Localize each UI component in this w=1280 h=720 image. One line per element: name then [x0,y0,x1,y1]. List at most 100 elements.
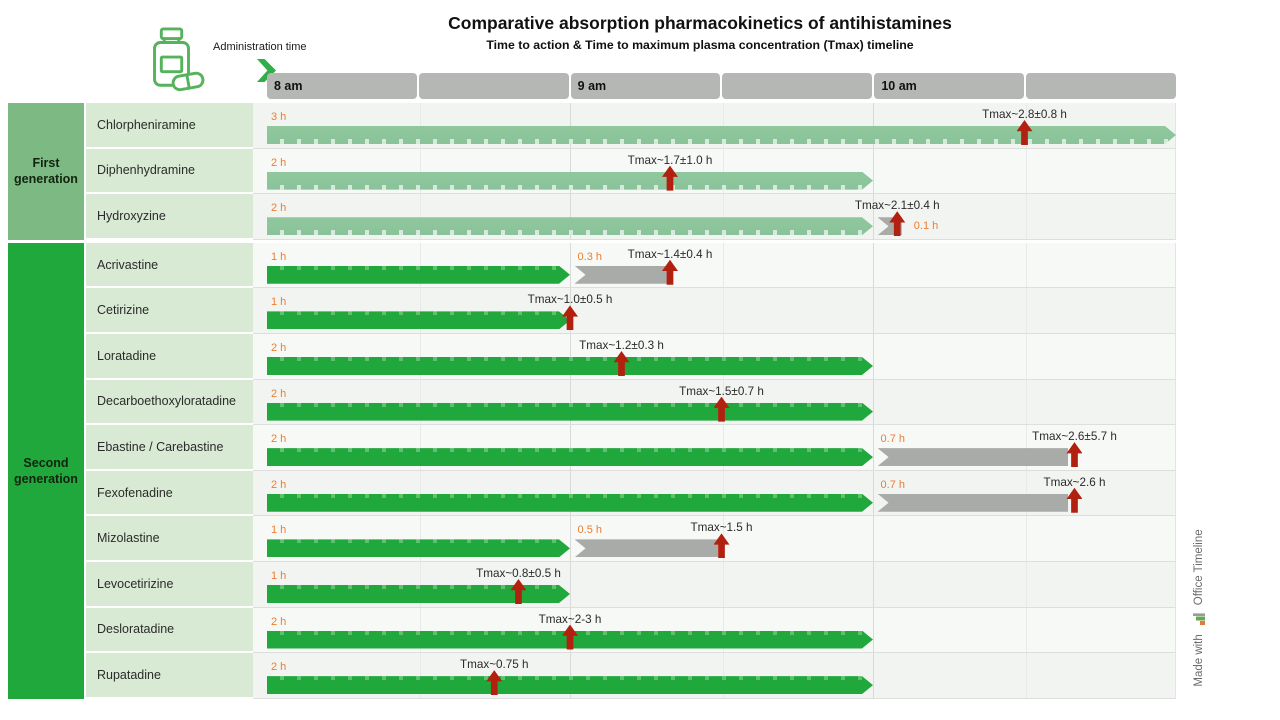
timeline-row: Mizolastine 1 h 0.5 h Tmax~1.5 h [86,516,1176,562]
generation-group: Second generation Acrivastine 1 h 0.3 h Tmax… [8,242,1176,699]
tmax-arrow-icon [1066,487,1083,513]
onset-duration-label: 1 h [271,296,287,309]
onset-duration-label: 2 h [271,341,287,354]
absorption-extension-bar [877,448,1069,467]
tmax-label: Tmax~1.5 h [690,521,753,535]
tmax-label: Tmax~2-3 h [538,612,602,626]
drug-name: Hydroxyzine [86,194,253,240]
page-subtitle: Time to action & Time to maximum plasma … [486,38,914,52]
time-to-action-bar [267,172,873,190]
administration-time-label: Administration time [213,41,307,53]
time-to-action-bar [267,494,873,512]
time-to-action-bar [267,357,873,375]
extension-duration-label: 0.7 h [880,433,905,446]
drug-name: Acrivastine [86,242,253,289]
watermark-brand: Office Timeline [1193,529,1205,606]
onset-duration-label: 2 h [271,661,287,674]
chart-grid: First generation Chlorpheniramine 3 h Tmax~… [8,103,1176,699]
time-to-action-bar [267,448,873,466]
time-to-action-bar [267,266,570,284]
timeline-row: Hydroxyzine 2 h 0.1 h Tmax~2.1±0.4 h [86,194,1176,240]
onset-duration-label: 1 h [271,569,287,582]
timeline-row: Desloratadine 2 h Tmax~2-3 h [86,607,1176,654]
axis-segment: 9 am [570,73,721,99]
axis-segment [1026,73,1176,99]
timeline-row: Acrivastine 1 h 0.3 h Tmax~1.4±0.4 h [86,242,1176,289]
drug-name: Loratadine [86,333,253,380]
row-plot: 3 h Tmax~2.8±0.8 h [253,103,1176,149]
row-plot: 2 h Tmax~2-3 h [253,607,1176,654]
time-axis: 8 am 9 am 10 am [267,73,1176,99]
onset-duration-label: 2 h [271,202,287,215]
generation-group: First generation Chlorpheniramine 3 h Tmax~… [8,103,1176,240]
row-plot: 2 h Tmax~0.75 h [253,653,1176,699]
row-plot: 2 h 0.7 h Tmax~2.6 h [253,470,1176,517]
tmax-label: Tmax~1.5±0.7 h [679,384,764,398]
row-plot: 1 h 0.5 h Tmax~1.5 h [253,516,1176,562]
drug-name: Ebastine / Carebastine [86,425,253,471]
time-to-action-bar [267,126,1176,144]
row-plot: 2 h 0.7 h Tmax~2.6±5.7 h [253,425,1176,471]
tmax-label: Tmax~1.0±0.5 h [527,293,613,307]
extension-duration-label: 0.7 h [880,478,905,491]
onset-duration-label: 2 h [271,615,287,628]
onset-duration-label: 2 h [271,387,287,400]
tmax-label: Tmax~1.4±0.4 h [627,247,713,261]
drug-name: Cetirizine [86,288,253,334]
onset-duration-label: 2 h [271,478,287,491]
time-to-action-bar [267,217,873,235]
tmax-label: Tmax~2.8±0.8 h [982,108,1067,121]
axis-segment: 8 am [267,73,417,99]
onset-duration-label: 3 h [271,111,287,123]
tmax-arrow-icon [1066,442,1083,468]
absorption-extension-bar [574,265,667,284]
axis-tick-label: 10 am [881,79,917,93]
row-plot: 2 h Tmax~1.7±1.0 h [253,148,1176,195]
tmax-label: Tmax~0.8±0.5 h [476,566,561,580]
tmax-label: Tmax~2.1±0.4 h [854,199,940,213]
drug-name: Decarboethoxyloratadine [86,379,253,426]
drug-name: Rupatadine [86,653,253,699]
watermark: Made with Office Timeline [1189,516,1209,700]
onset-duration-label: 1 h [271,524,287,537]
tmax-label: Tmax~2.6 h [1043,475,1106,489]
absorption-extension-bar [574,539,719,558]
axis-segment: 10 am [874,73,1025,99]
watermark-prefix: Made with [1193,634,1205,687]
tmax-label: Tmax~1.7±1.0 h [627,153,713,167]
timeline-row: Chlorpheniramine 3 h Tmax~2.8±0.8 h [86,103,1176,149]
timeline-row: Levocetirizine 1 h Tmax~0.8±0.5 h [86,561,1176,608]
row-plot: 2 h Tmax~1.2±0.3 h [253,333,1176,380]
group-label: Second generation [8,242,84,699]
pill-bottle-icon [153,27,205,92]
row-plot: 1 h Tmax~1.0±0.5 h [253,288,1176,334]
timeline-row: Decarboethoxyloratadine 2 h Tmax~1.5±0.7 h [86,379,1176,426]
group-rows: Chlorpheniramine 3 h Tmax~2.8±0.8 h Diphenh… [86,103,1176,240]
extension-duration-label: 0.1 h [913,220,939,233]
tmax-label: Tmax~2.6±5.7 h [1032,430,1117,444]
axis-segment [418,73,569,99]
page-title: Comparative absorption pharmacokinetics … [448,13,952,33]
axis-segment [722,73,873,99]
drug-name: Chlorpheniramine [86,103,253,149]
row-plot: 1 h Tmax~0.8±0.5 h [253,561,1176,608]
drug-name: Mizolastine [86,516,253,562]
timeline-row: Cetirizine 1 h Tmax~1.0±0.5 h [86,288,1176,334]
row-plot: 1 h 0.3 h Tmax~1.4±0.4 h [253,242,1176,289]
onset-duration-label: 2 h [271,433,287,446]
drug-name: Levocetirizine [86,561,253,608]
axis-tick-label: 9 am [577,79,607,93]
drug-name: Fexofenadine [86,470,253,517]
extension-duration-label: 0.5 h [577,524,602,537]
onset-duration-label: 2 h [271,156,287,169]
extension-duration-label: 0.3 h [577,250,602,263]
axis-tick-label: 8 am [274,79,303,93]
tmax-label: Tmax~1.2±0.3 h [579,338,664,352]
timeline-row: Loratadine 2 h Tmax~1.2±0.3 h [86,333,1176,380]
drug-name: Desloratadine [86,607,253,654]
row-plot: 2 h Tmax~1.5±0.7 h [253,379,1176,426]
absorption-extension-bar [877,493,1069,512]
onset-duration-label: 1 h [271,250,287,263]
group-rows: Acrivastine 1 h 0.3 h Tmax~1.4±0.4 h Cetiriz… [86,242,1176,699]
